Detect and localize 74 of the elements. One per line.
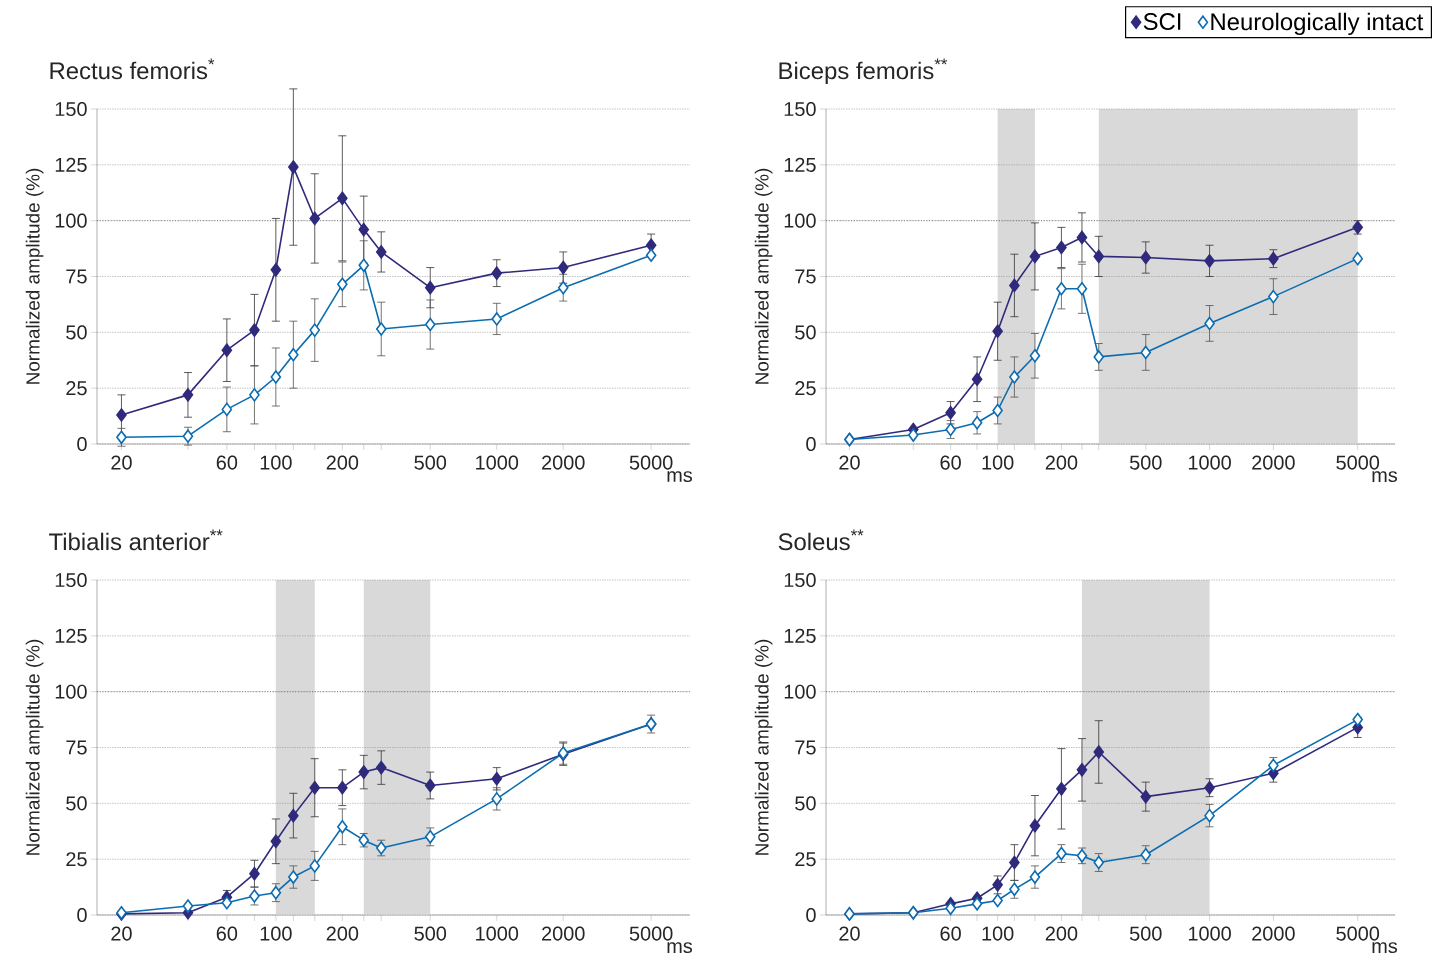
y-tick-label: 150: [784, 572, 816, 588]
y-tick-label: 150: [55, 572, 87, 588]
x-tick-label: 2000: [542, 926, 585, 941]
y-tick-label: 100: [55, 213, 87, 228]
x-axis-title: ms: [667, 471, 693, 483]
x-tick-label: 100: [982, 455, 1014, 470]
y-tick-label: 0: [77, 907, 87, 923]
y-tick-label: 0: [806, 907, 816, 923]
x-axis-title: ms: [1372, 471, 1398, 483]
y-tick-label: 75: [795, 740, 816, 755]
y-tick-label: 75: [795, 269, 816, 284]
y-tick-label: 25: [795, 381, 816, 396]
y-tick-label: 0: [806, 436, 816, 452]
y-tick-label: 75: [66, 269, 87, 284]
y-tick-label: 125: [55, 628, 87, 643]
x-tick-label: 500: [414, 926, 447, 941]
y-tick-label: 50: [795, 796, 816, 811]
y-tick-label: 100: [784, 684, 816, 699]
x-tick-label: 1000: [476, 926, 519, 941]
x-tick-label: 2000: [1252, 926, 1295, 941]
x-tick-label: 60: [940, 926, 961, 941]
x-tick-label: 2000: [542, 455, 585, 470]
y-tick-label: 25: [795, 852, 816, 867]
x-tick-label: 60: [216, 926, 238, 941]
x-tick-label: 100: [982, 926, 1014, 941]
x-tick-label: 200: [1045, 455, 1078, 470]
y-tick-label: 0: [77, 436, 87, 452]
chart-title: Tibialis anterior$^{**}$: [49, 529, 223, 551]
y-tick-label: 50: [795, 325, 816, 340]
x-tick-label: 100: [260, 455, 292, 470]
y-tick-label: 25: [66, 852, 87, 867]
x-tick-label: 100: [260, 926, 292, 941]
y-tick-label: 25: [66, 381, 87, 396]
y-tick-label: 125: [784, 157, 816, 172]
y-axis-title: Normalized amplitude (%): [754, 168, 773, 384]
y-tick-label: 50: [66, 325, 87, 340]
x-tick-label: 2000: [1252, 455, 1295, 470]
x-tick-label: 200: [326, 455, 359, 470]
y-tick-label: 125: [55, 157, 87, 172]
x-tick-label: 60: [940, 455, 961, 470]
x-tick-label: 500: [1129, 926, 1162, 941]
x-tick-label: 1000: [1188, 455, 1231, 470]
y-tick-label: 100: [784, 213, 816, 228]
y-axis-title: Normalized amplitude (%): [25, 168, 44, 384]
legend-label: Neurologically intact: [1211, 12, 1424, 36]
y-axis-title: Normalized amplitude (%): [754, 639, 773, 855]
chart-title: Biceps femoris$^{**}$: [779, 58, 948, 84]
x-tick-label: 20: [839, 455, 860, 470]
chart-title: Soleus$^{**}$: [778, 529, 864, 551]
x-tick-label: 1000: [1188, 926, 1231, 941]
x-tick-label: 5000: [1336, 926, 1380, 941]
x-axis-title: ms: [1372, 942, 1398, 954]
x-tick-label: 5000: [629, 455, 673, 470]
x-tick-label: 200: [326, 926, 359, 941]
y-tick-label: 150: [55, 101, 87, 117]
x-tick-label: 1000: [476, 455, 519, 470]
x-tick-label: 20: [111, 455, 132, 470]
y-tick-label: 50: [66, 796, 87, 811]
y-tick-label: 100: [55, 684, 87, 699]
chart-title: Rectus femoris$^{*}$: [50, 58, 215, 80]
x-tick-label: 5000: [629, 926, 673, 941]
x-tick-label: 500: [414, 455, 447, 470]
legend-label: SCI: [1143, 13, 1181, 30]
x-tick-label: 20: [111, 926, 132, 941]
y-axis-title: Normalized amplitude (%): [25, 639, 44, 855]
x-tick-label: 20: [839, 926, 860, 941]
x-tick-label: 200: [1045, 926, 1078, 941]
x-axis-title: ms: [667, 942, 693, 954]
y-tick-label: 125: [784, 628, 816, 643]
y-tick-label: 150: [784, 101, 816, 117]
x-tick-label: 500: [1129, 455, 1162, 470]
x-tick-label: 60: [216, 455, 238, 470]
y-tick-label: 75: [66, 740, 87, 755]
x-tick-label: 5000: [1336, 455, 1380, 470]
